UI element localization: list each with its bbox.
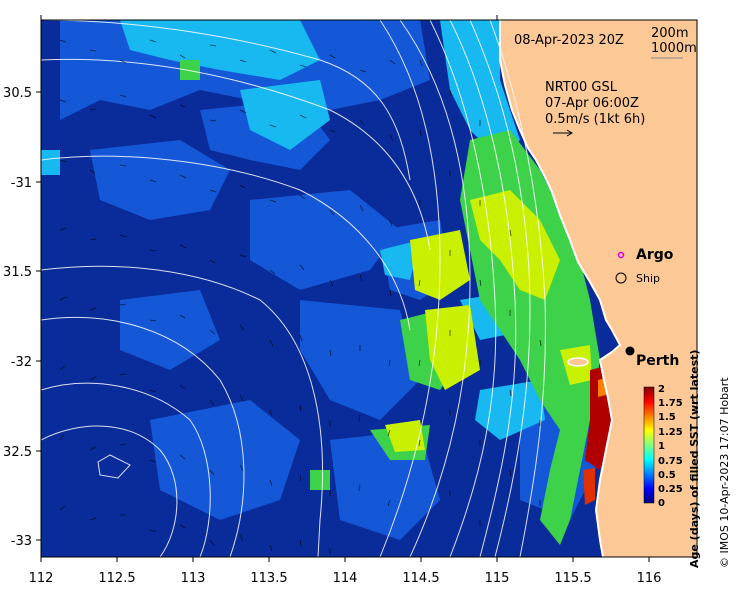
coastline <box>499 20 622 557</box>
x-tick-label: 112 <box>29 571 54 586</box>
current-time-label: 07-Apr 06:00Z <box>545 96 639 111</box>
y-axis <box>36 91 41 541</box>
contour-lines <box>41 20 546 557</box>
y-tick-label: -31 <box>11 176 32 191</box>
x-tick-label: 114.5 <box>402 571 439 586</box>
colorbar-tick: 1 <box>658 441 665 452</box>
date-label: 08-Apr-2023 20Z <box>514 33 624 48</box>
x-axis <box>40 15 650 562</box>
argo-label: Argo <box>636 247 674 263</box>
colorbar-tick: 0.5 <box>658 470 676 481</box>
y-tick-label: -33 <box>11 534 32 549</box>
colorbar-tick: 1.5 <box>658 412 676 423</box>
current-vectors <box>59 39 542 554</box>
y-tick-label: 31.5 <box>3 265 32 280</box>
x-tick-label: 112.5 <box>98 571 135 586</box>
y-tick-label: 32.5 <box>3 445 32 460</box>
colorbar-tick: 0 <box>658 498 665 509</box>
ship-label: Ship <box>636 272 660 285</box>
map-plot-area[interactable]: 08-Apr-2023 20Z 200m 1000m NRT00 GSL 07-… <box>41 20 697 557</box>
colorbar-tick: 0.25 <box>658 484 683 495</box>
colorbar-tick: 1.75 <box>658 398 683 409</box>
y-tick-labels: 30.5 -31 31.5 -32 32.5 -33 <box>3 86 32 549</box>
perth-label: Perth <box>636 353 679 369</box>
perth-marker <box>625 346 635 356</box>
colorbar-tick: 1.25 <box>658 427 683 438</box>
argo-marker <box>617 251 625 259</box>
y-tick-label: -32 <box>11 355 32 370</box>
colorbar-gradient <box>643 386 655 504</box>
rottnest-island <box>567 357 589 367</box>
contour-legend-1000m: 1000m <box>651 41 697 56</box>
credit-label: © IMOS 10-Apr-2023 17:07 Hobart <box>718 377 731 568</box>
x-tick-label: 114 <box>333 571 358 586</box>
plot-frame <box>40 19 698 558</box>
colorbar-title: Age (days) of filled SST (wrt latest) <box>688 350 701 568</box>
current-scale-arrow <box>553 129 573 137</box>
x-tick-label: 116 <box>637 571 662 586</box>
x-tick-label: 113.5 <box>250 571 287 586</box>
colorbar: 2 1.75 1.5 1.25 1 0.75 0.5 0.25 0 <box>643 384 683 509</box>
colorbar-tick: 2 <box>658 384 665 395</box>
x-tick-labels: 112 112.5 113 113.5 114 114.5 115 115.5 … <box>29 571 662 586</box>
perth-marker-group: Perth <box>625 346 679 369</box>
current-source-label: NRT00 GSL <box>545 80 618 95</box>
y-tick-label: 30.5 <box>3 86 32 101</box>
annotation-block: 08-Apr-2023 20Z 200m 1000m NRT00 GSL 07-… <box>514 26 697 137</box>
x-tick-label: 115.5 <box>554 571 591 586</box>
x-tick-label: 115 <box>485 571 510 586</box>
current-scale-label: 0.5m/s (1kt 6h) <box>545 112 645 127</box>
colorbar-tick: 0.75 <box>658 456 683 467</box>
platform-legend: Argo Ship <box>615 247 674 285</box>
x-tick-label: 113 <box>181 571 206 586</box>
contour-legend-200m: 200m <box>651 26 688 41</box>
ship-marker <box>615 272 627 284</box>
